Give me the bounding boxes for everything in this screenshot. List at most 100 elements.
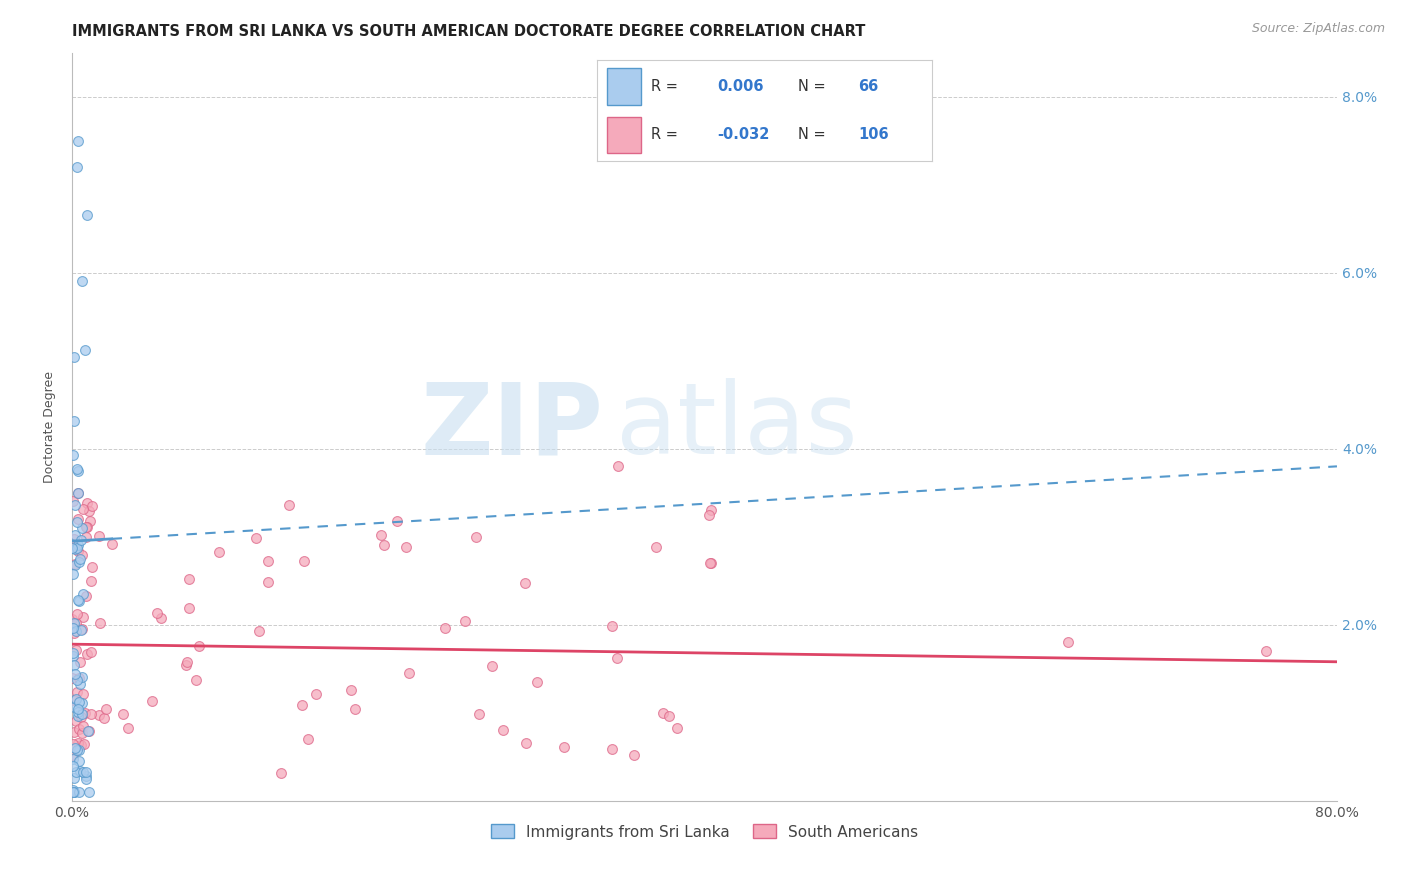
Point (72, 502, 94, 516)
Point (700, 503, 723, 517)
Point (65, 615, 87, 630)
Point (481, 659, 503, 673)
Point (70, 739, 93, 753)
Point (111, 706, 134, 721)
Point (76, 496, 98, 510)
Point (245, 532, 267, 546)
Point (63, 528, 86, 542)
Point (62, 785, 84, 799)
Point (186, 673, 208, 687)
Point (70, 549, 93, 563)
Point (526, 675, 548, 690)
Point (93, 711, 115, 725)
Point (179, 572, 201, 586)
Point (699, 556, 721, 570)
Point (62, 752, 84, 766)
Point (79, 514, 101, 528)
Point (63, 533, 86, 547)
Point (67, 754, 90, 768)
Point (66, 486, 89, 500)
Point (72, 610, 94, 624)
Point (297, 732, 319, 747)
Point (62, 785, 84, 799)
Point (63, 699, 86, 714)
Point (67, 555, 90, 569)
Point (370, 528, 392, 542)
Point (256, 575, 278, 590)
Point (69, 722, 91, 736)
Point (515, 576, 537, 591)
Point (77, 504, 100, 518)
Point (291, 698, 314, 713)
Point (89, 616, 111, 631)
Point (62, 646, 84, 660)
Point (87, 529, 110, 543)
Point (73, 706, 96, 721)
Point (65, 714, 87, 729)
Point (697, 508, 720, 523)
Point (387, 514, 409, 528)
Point (62, 658, 84, 673)
Point (398, 666, 420, 681)
Point (1254, 644, 1277, 658)
Point (292, 554, 315, 568)
Point (67, 785, 90, 799)
Point (62, 748, 84, 763)
Point (623, 747, 645, 762)
Point (65, 624, 87, 638)
Point (75, 519, 97, 533)
Point (247, 624, 270, 638)
Point (94, 702, 117, 716)
Point (67, 593, 90, 607)
Point (65, 541, 87, 556)
Point (77, 723, 100, 738)
Point (67, 463, 90, 477)
Point (305, 687, 328, 701)
Point (63, 772, 86, 786)
Legend: Immigrants from Sri Lanka, South Americans: Immigrants from Sri Lanka, South America… (485, 818, 924, 846)
Text: IMMIGRANTS FROM SRI LANKA VS SOUTH AMERICAN DOCTORATE DEGREE CORRELATION CHART: IMMIGRANTS FROM SRI LANKA VS SOUTH AMERI… (72, 24, 866, 39)
Point (63, 557, 86, 571)
Y-axis label: Doctorate Degree: Doctorate Degree (44, 371, 56, 483)
Point (256, 554, 278, 568)
Point (72, 718, 94, 732)
Point (66, 485, 89, 500)
Point (66, 736, 89, 750)
Point (65, 691, 87, 706)
Point (76, 647, 98, 661)
Point (66, 607, 89, 622)
Point (77, 724, 100, 739)
Point (208, 545, 231, 559)
Text: ZIP: ZIP (420, 378, 603, 475)
Point (70, 707, 93, 722)
Point (464, 530, 486, 544)
Point (600, 618, 623, 632)
Point (63, 615, 86, 630)
Point (72, 764, 94, 779)
Point (63, 667, 86, 681)
Text: Source: ZipAtlas.com: Source: ZipAtlas.com (1251, 22, 1385, 36)
Point (66, 685, 89, 699)
Point (62, 648, 84, 663)
Point (79, 785, 101, 799)
Point (70, 521, 93, 535)
Point (69, 655, 91, 669)
Point (491, 723, 513, 737)
Point (70, 725, 93, 739)
Point (62, 351, 84, 365)
Point (66, 709, 89, 723)
Point (67, 544, 90, 558)
Point (652, 706, 675, 720)
Point (75, 772, 97, 786)
Point (70, 622, 93, 636)
Point (66, 160, 89, 174)
Point (80, 574, 103, 589)
Point (69, 764, 91, 779)
Point (515, 736, 537, 750)
Point (70, 275, 93, 289)
Point (72, 687, 94, 701)
Point (72, 587, 94, 601)
Point (70, 670, 93, 684)
Point (343, 702, 366, 716)
Point (395, 541, 418, 555)
